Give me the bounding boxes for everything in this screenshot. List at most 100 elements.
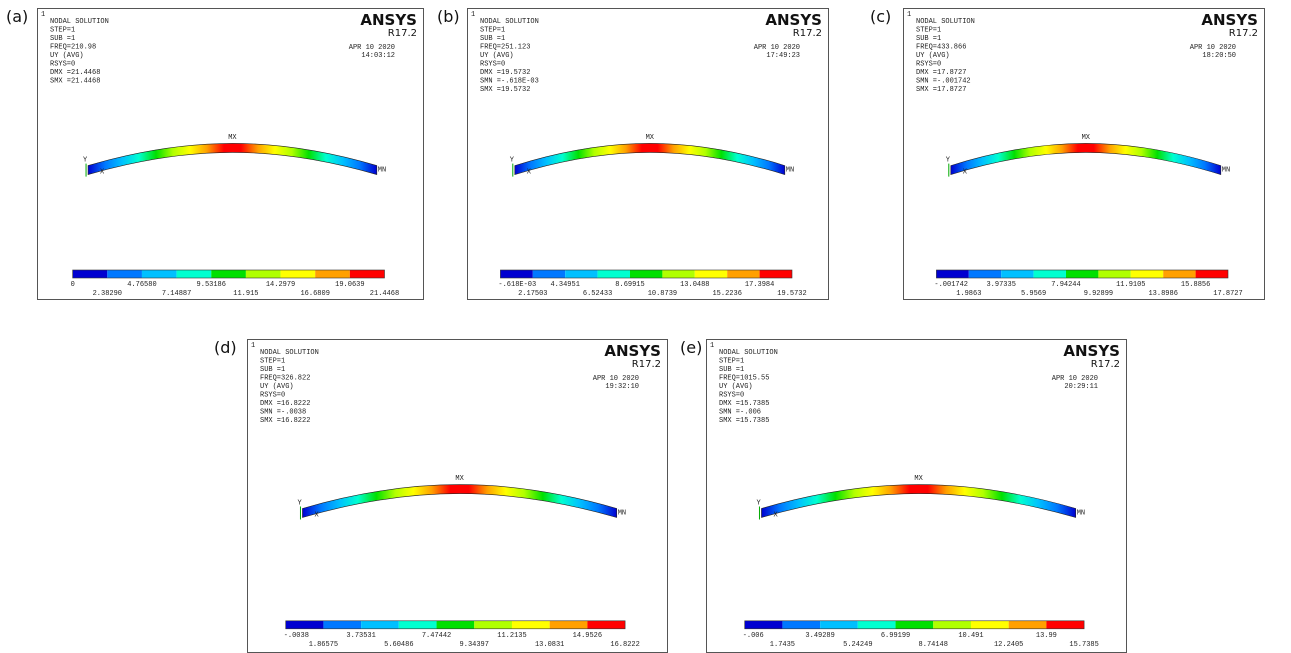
legend-label: 17.8727: [1213, 290, 1242, 298]
beam: [761, 485, 1075, 518]
time: 17:49:23: [766, 52, 800, 60]
mx-label: MX: [646, 134, 655, 142]
colorbar-segment: [760, 270, 792, 278]
header-line: STEP=1: [719, 358, 744, 366]
legend-label: 16.6809: [300, 290, 329, 298]
panel-label: (c): [870, 7, 891, 26]
mn-label: MN: [1077, 509, 1085, 517]
version: R17.2: [1229, 28, 1258, 39]
header-line: SUB =1: [50, 35, 75, 43]
legend-label: 13.99: [1036, 632, 1057, 640]
colorbar-segment: [1131, 270, 1163, 278]
legend-label: 5.60486: [384, 641, 413, 649]
logo: ANSYS: [1063, 342, 1120, 360]
header-line: FREQ=326.822: [260, 375, 310, 383]
colorbar-segment: [315, 270, 350, 278]
beam: [515, 143, 785, 174]
legend-label: 9.92899: [1084, 290, 1113, 298]
legend-label: 6.52433: [583, 290, 612, 298]
legend-label: 3.49289: [805, 632, 834, 640]
legend-label: 13.0488: [680, 281, 709, 289]
colorbar-segment: [1098, 270, 1130, 278]
legend-label: 12.2405: [994, 641, 1023, 649]
logo: ANSYS: [360, 11, 417, 29]
date: APR 10 2020: [349, 44, 395, 52]
colorbar-segment: [971, 621, 1009, 629]
header-line: UY (AVG): [50, 52, 84, 60]
header-line: SMX =15.7385: [719, 417, 769, 425]
window-number: 1: [251, 342, 255, 350]
legend-label: 17.3984: [745, 281, 774, 289]
window-number: 1: [41, 11, 45, 19]
colorbar-segment: [858, 621, 896, 629]
header-line: FREQ=1015.55: [719, 375, 769, 383]
colorbar-segment: [500, 270, 532, 278]
header-line: UY (AVG): [916, 52, 950, 60]
mn-label: MN: [618, 509, 626, 517]
header-line: SUB =1: [480, 35, 505, 43]
legend-label: 13.0831: [535, 641, 564, 649]
colorbar-segment: [1034, 270, 1066, 278]
colorbar-segment: [361, 621, 399, 629]
header-line: UY (AVG): [719, 383, 753, 391]
header-line: SMN =-.006: [719, 409, 761, 417]
legend-label: 14.9526: [573, 632, 602, 640]
legend-label: 2.17503: [518, 290, 547, 298]
colorbar-segment: [745, 621, 783, 629]
colorbar-segment: [936, 270, 968, 278]
header-line: FREQ=251.123: [480, 44, 530, 52]
header-line: DMX =21.4468: [50, 69, 100, 77]
header-line: NODAL SOLUTION: [719, 349, 778, 357]
legend-label: 7.94244: [1051, 281, 1080, 289]
mx-label: MX: [914, 475, 923, 483]
colorbar-segment: [246, 270, 281, 278]
header-line: RSYS=0: [480, 61, 505, 69]
mn-label: MN: [378, 167, 386, 175]
plot: 1NODAL SOLUTIONSTEP=1SUB =1FREQ=326.822U…: [248, 340, 667, 652]
panel-label: (d): [214, 338, 237, 357]
date: APR 10 2020: [593, 375, 639, 383]
date: APR 10 2020: [754, 44, 800, 52]
header-line: SMX =21.4468: [50, 78, 100, 86]
header-line: SMN =-.618E-03: [480, 78, 539, 86]
beam: [88, 143, 377, 174]
legend-label: 4.76580: [127, 281, 156, 289]
colorbar-segment: [211, 270, 246, 278]
ansys-panel: 1NODAL SOLUTIONSTEP=1SUB =1FREQ=433.866U…: [903, 8, 1265, 300]
header-line: DMX =16.8222: [260, 400, 310, 408]
colorbar-segment: [177, 270, 212, 278]
colorbar-segment: [1046, 621, 1084, 629]
legend-label: 15.2236: [712, 290, 741, 298]
version: R17.2: [632, 359, 661, 370]
colorbar-segment: [695, 270, 727, 278]
header-line: SUB =1: [916, 35, 941, 43]
colorbar-segment: [969, 270, 1001, 278]
version: R17.2: [1091, 359, 1120, 370]
header-line: FREQ=210.98: [50, 44, 96, 52]
legend-label: 3.73531: [346, 632, 375, 640]
header-line: SMN =-.0038: [260, 409, 306, 417]
header-line: DMX =17.8727: [916, 69, 966, 77]
colorbar-segment: [107, 270, 142, 278]
mn-label: MN: [786, 167, 794, 175]
header-line: RSYS=0: [260, 392, 285, 400]
legend-label: 13.8986: [1148, 290, 1177, 298]
legend-label: 1.9863: [956, 290, 981, 298]
legend-label: -.001742: [934, 281, 968, 289]
header-line: FREQ=433.866: [916, 44, 966, 52]
legend-label: 14.2979: [266, 281, 295, 289]
colorbar-segment: [73, 270, 108, 278]
colorbar-segment: [662, 270, 694, 278]
colorbar-segment: [533, 270, 565, 278]
legend-label: 8.69915: [615, 281, 644, 289]
colorbar-segment: [820, 621, 858, 629]
header-line: RSYS=0: [916, 61, 941, 69]
legend-label: 0: [71, 281, 75, 289]
colorbar-segment: [281, 270, 316, 278]
colorbar-segment: [782, 621, 820, 629]
panel-label: (a): [6, 7, 28, 26]
header-line: RSYS=0: [719, 392, 744, 400]
mx-label: MX: [455, 475, 464, 483]
header-line: RSYS=0: [50, 61, 75, 69]
